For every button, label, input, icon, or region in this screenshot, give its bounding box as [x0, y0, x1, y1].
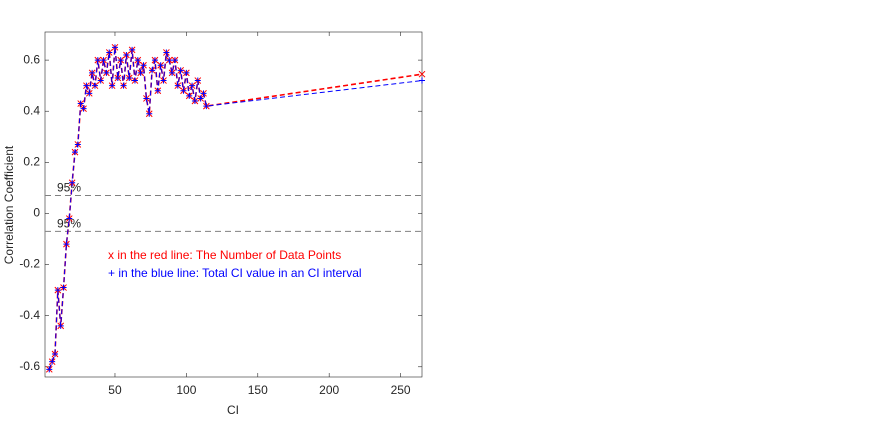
point-marker [51, 351, 58, 357]
point-marker [146, 110, 153, 117]
point-marker [91, 82, 98, 89]
point-marker [149, 67, 156, 74]
point-marker [49, 358, 56, 365]
point-marker [57, 322, 64, 329]
point-marker [111, 44, 118, 51]
point-marker [180, 87, 187, 94]
point-marker [69, 179, 76, 186]
reference-label: 95% [57, 181, 81, 195]
point-marker [117, 57, 124, 64]
y-tick-label: 0.4 [23, 103, 40, 117]
point-marker [177, 67, 184, 74]
point-marker [166, 57, 173, 64]
y-tick-label: 0 [33, 206, 40, 220]
point-marker [143, 95, 150, 102]
point-marker [74, 141, 81, 148]
point-marker [183, 69, 190, 76]
point-marker [77, 100, 84, 107]
y-tick-label: 0.2 [23, 155, 40, 169]
point-marker [186, 92, 193, 99]
point-marker [46, 366, 53, 373]
y-axis-label: Correlation Coefficient [2, 145, 16, 264]
point-marker [169, 69, 176, 76]
point-marker [109, 82, 116, 89]
x-tick-label: 150 [248, 383, 268, 397]
x-tick-label: 50 [108, 383, 122, 397]
point-marker [189, 82, 196, 89]
point-marker [54, 287, 61, 294]
point-marker [123, 52, 130, 58]
point-marker [80, 105, 87, 112]
point-marker [129, 46, 136, 53]
point-marker [86, 90, 93, 97]
point-marker [200, 90, 207, 97]
point-marker [174, 82, 181, 89]
point-marker [151, 57, 158, 64]
plot-area [44, 31, 423, 378]
x-tick-label: 250 [391, 383, 411, 397]
point-marker [419, 77, 425, 84]
point-marker [114, 75, 121, 81]
point-marker [191, 98, 198, 104]
point-marker [103, 69, 110, 76]
point-marker [163, 49, 170, 56]
point-marker [171, 57, 178, 64]
point-marker [100, 57, 107, 64]
legend-label: + in the blue line: Total CI value in an… [108, 266, 362, 280]
point-marker [160, 77, 167, 84]
point-marker [137, 69, 144, 76]
point-marker [97, 77, 104, 84]
y-tick-label: -0.4 [19, 308, 40, 322]
point-marker [157, 62, 164, 69]
point-marker [120, 82, 127, 89]
point-marker [194, 77, 201, 84]
point-marker [83, 82, 90, 89]
point-marker [418, 70, 426, 78]
point-marker [60, 284, 67, 291]
x-tick-label: 100 [176, 383, 196, 397]
x-axis-label: CI [227, 403, 239, 417]
point-marker [131, 77, 138, 84]
y-tick-label: -0.2 [19, 257, 40, 271]
legend-label: x in the red line: The Number of Data Po… [108, 248, 341, 262]
point-marker [106, 49, 113, 56]
point-marker [203, 103, 210, 110]
point-marker [197, 95, 204, 102]
point-marker [89, 69, 96, 76]
point-marker [154, 87, 161, 94]
point-marker [66, 215, 73, 222]
point-marker [134, 57, 141, 64]
point-marker [126, 75, 133, 81]
y-tick-label: -0.6 [19, 359, 40, 373]
point-marker [140, 62, 147, 69]
point-marker [94, 57, 101, 64]
y-tick-label: 0.6 [23, 52, 40, 66]
point-marker [71, 149, 78, 156]
x-tick-label: 200 [319, 383, 339, 397]
point-marker [63, 241, 70, 248]
series-line [48, 47, 423, 370]
